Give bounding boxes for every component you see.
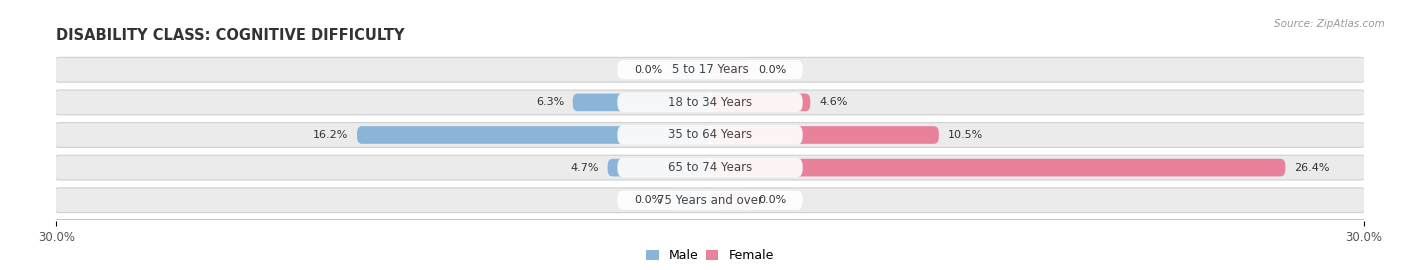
FancyBboxPatch shape xyxy=(710,94,810,111)
Text: 75 Years and over: 75 Years and over xyxy=(657,194,763,207)
Text: 0.0%: 0.0% xyxy=(758,195,786,205)
Text: 4.6%: 4.6% xyxy=(818,97,848,107)
Text: 65 to 74 Years: 65 to 74 Years xyxy=(668,161,752,174)
Text: 10.5%: 10.5% xyxy=(948,130,983,140)
FancyBboxPatch shape xyxy=(671,61,710,79)
FancyBboxPatch shape xyxy=(52,123,1368,147)
Text: 5 to 17 Years: 5 to 17 Years xyxy=(672,63,748,76)
FancyBboxPatch shape xyxy=(617,191,803,210)
FancyBboxPatch shape xyxy=(52,58,1368,82)
FancyBboxPatch shape xyxy=(710,159,1285,176)
Text: 0.0%: 0.0% xyxy=(634,65,662,75)
Legend: Male, Female: Male, Female xyxy=(641,244,779,267)
FancyBboxPatch shape xyxy=(617,93,803,112)
Text: 18 to 34 Years: 18 to 34 Years xyxy=(668,96,752,109)
FancyBboxPatch shape xyxy=(617,60,803,79)
Text: 35 to 64 Years: 35 to 64 Years xyxy=(668,129,752,141)
Text: DISABILITY CLASS: COGNITIVE DIFFICULTY: DISABILITY CLASS: COGNITIVE DIFFICULTY xyxy=(56,28,405,43)
FancyBboxPatch shape xyxy=(710,61,749,79)
FancyBboxPatch shape xyxy=(617,126,803,144)
FancyBboxPatch shape xyxy=(572,94,710,111)
FancyBboxPatch shape xyxy=(52,188,1368,212)
FancyBboxPatch shape xyxy=(52,90,1368,115)
FancyBboxPatch shape xyxy=(617,158,803,177)
Text: 26.4%: 26.4% xyxy=(1294,163,1330,173)
Text: 0.0%: 0.0% xyxy=(758,65,786,75)
Text: 0.0%: 0.0% xyxy=(634,195,662,205)
FancyBboxPatch shape xyxy=(671,191,710,209)
FancyBboxPatch shape xyxy=(357,126,710,144)
FancyBboxPatch shape xyxy=(52,155,1368,180)
Text: 6.3%: 6.3% xyxy=(536,97,564,107)
FancyBboxPatch shape xyxy=(607,159,710,176)
FancyBboxPatch shape xyxy=(710,191,749,209)
Text: 16.2%: 16.2% xyxy=(314,130,349,140)
Text: Source: ZipAtlas.com: Source: ZipAtlas.com xyxy=(1274,19,1385,29)
Text: 4.7%: 4.7% xyxy=(571,163,599,173)
FancyBboxPatch shape xyxy=(710,126,939,144)
